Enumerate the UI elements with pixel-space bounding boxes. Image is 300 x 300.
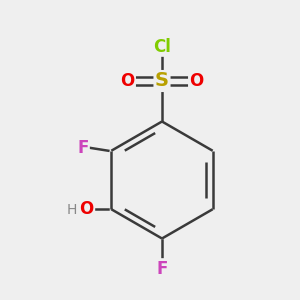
- Text: F: F: [156, 260, 168, 278]
- Text: O: O: [120, 72, 135, 90]
- Text: O: O: [189, 72, 204, 90]
- Text: S: S: [155, 71, 169, 91]
- Text: O: O: [80, 200, 94, 218]
- Text: H: H: [67, 203, 77, 217]
- Text: Cl: Cl: [153, 38, 171, 56]
- Text: F: F: [77, 139, 88, 157]
